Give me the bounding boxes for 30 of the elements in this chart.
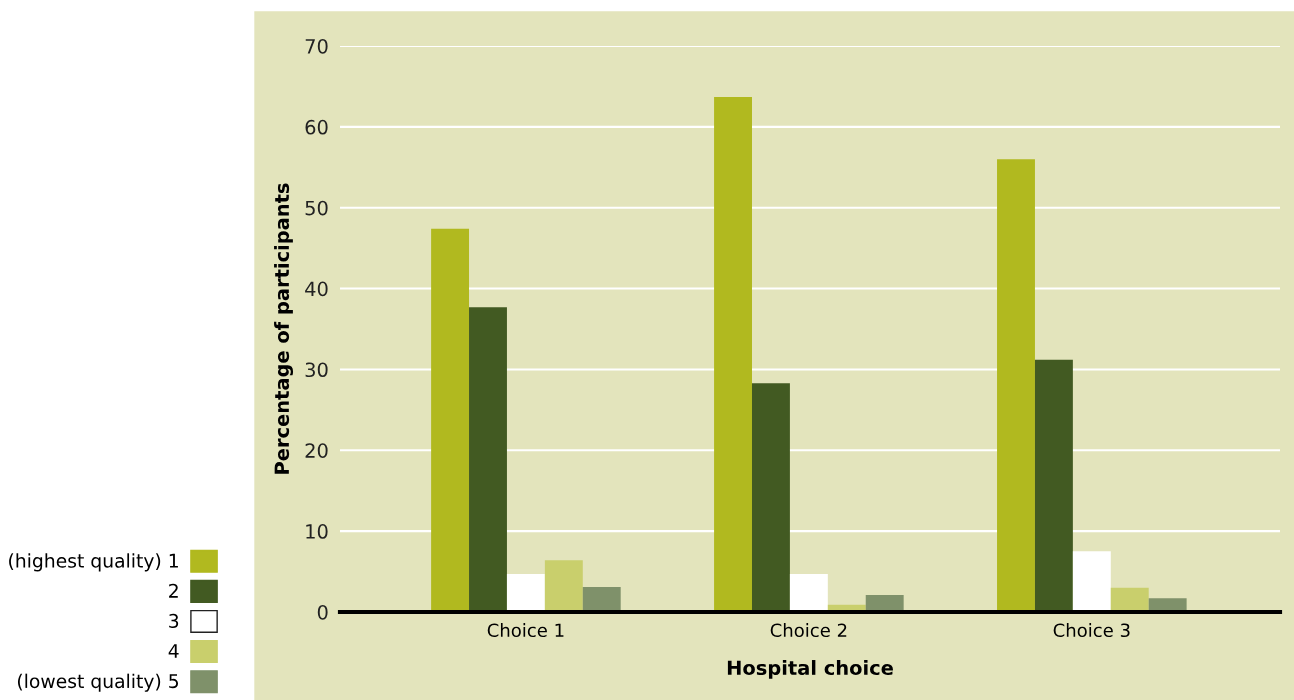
x-tick-label: Choice 1 bbox=[487, 623, 564, 638]
legend-label: 4 bbox=[168, 644, 179, 658]
bar bbox=[714, 96, 752, 612]
bar bbox=[582, 586, 621, 612]
bar bbox=[544, 560, 583, 612]
legend-label: 3 bbox=[169, 613, 179, 628]
y-tick-label: 40 bbox=[305, 281, 328, 297]
bar bbox=[997, 159, 1035, 612]
y-tick-label: 0 bbox=[317, 604, 328, 620]
bar bbox=[431, 228, 470, 612]
y-tick-label: 30 bbox=[305, 362, 328, 378]
bar bbox=[506, 574, 545, 612]
x-axis-title: Hospital choice bbox=[727, 660, 893, 679]
y-tick-label: 50 bbox=[305, 200, 328, 216]
bar bbox=[1110, 587, 1149, 612]
x-tick-label: Choice 3 bbox=[1053, 623, 1130, 638]
bar bbox=[1072, 551, 1111, 612]
y-tick-label: 20 bbox=[305, 443, 328, 458]
y-tick-label: 70 bbox=[305, 38, 328, 54]
bar bbox=[469, 307, 507, 612]
bar bbox=[789, 574, 828, 612]
y-tick-label: 60 bbox=[305, 119, 328, 135]
x-tick-label: Choice 2 bbox=[770, 623, 847, 638]
y-axis-title: Percentage of participants bbox=[274, 183, 294, 474]
y-tick-label: 10 bbox=[306, 524, 328, 539]
bar bbox=[1034, 359, 1073, 612]
legend-label: (lowest quality) 5 bbox=[17, 673, 179, 692]
bar bbox=[751, 383, 790, 612]
legend-label: (highest quality) 1 bbox=[9, 553, 178, 572]
legend-label: 2 bbox=[169, 583, 178, 598]
